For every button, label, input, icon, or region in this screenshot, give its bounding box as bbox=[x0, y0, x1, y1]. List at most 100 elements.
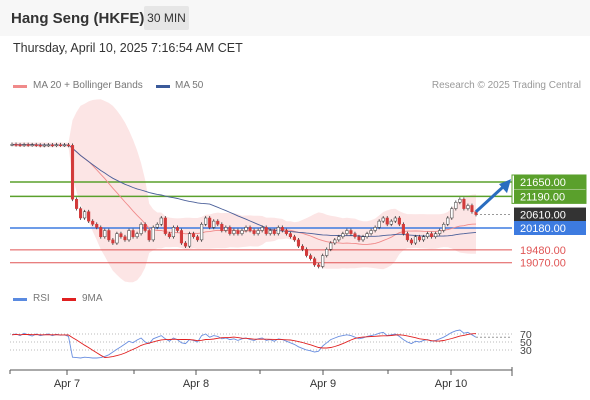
candle bbox=[345, 230, 349, 234]
candle bbox=[389, 220, 393, 225]
x-tick-label: Apr 10 bbox=[435, 378, 467, 390]
candle bbox=[224, 227, 228, 231]
candle bbox=[139, 223, 143, 234]
candle bbox=[434, 233, 438, 238]
candle bbox=[430, 233, 434, 238]
instrument-title: Hang Seng (HKFE) bbox=[11, 10, 145, 27]
level-label-bg bbox=[514, 221, 586, 235]
candle bbox=[123, 236, 127, 241]
candle bbox=[248, 227, 252, 231]
level-label-text: 20610.00 bbox=[520, 210, 566, 222]
candle bbox=[317, 264, 321, 267]
rsi-level-label-30: 30 bbox=[520, 345, 532, 357]
candle bbox=[75, 198, 79, 209]
level-label-bg bbox=[514, 207, 586, 222]
candle bbox=[200, 223, 204, 241]
ma9-swatch bbox=[62, 298, 76, 301]
candle bbox=[83, 211, 87, 219]
candle bbox=[417, 236, 422, 241]
candle bbox=[466, 205, 470, 209]
candle bbox=[87, 211, 91, 222]
candle bbox=[135, 233, 139, 238]
candle bbox=[18, 144, 22, 146]
candle bbox=[264, 227, 268, 234]
candle bbox=[337, 236, 341, 241]
level-label-20610: 20610.00 bbox=[514, 207, 586, 222]
candle bbox=[220, 223, 224, 231]
level-label-text: 20180.00 bbox=[520, 223, 566, 235]
level-label-bg bbox=[514, 189, 586, 204]
x-tick-label: Apr 8 bbox=[183, 378, 209, 390]
candle bbox=[212, 220, 216, 228]
timeframe-button[interactable]: 30 MIN bbox=[144, 6, 189, 30]
level-label-21650: 21650.00 bbox=[514, 174, 586, 189]
level-label-bg bbox=[514, 174, 586, 189]
candle bbox=[304, 249, 309, 256]
level-label-text: 21190.00 bbox=[520, 191, 565, 203]
datetime-label: Thursday, April 10, 2025 7:16:54 AM CET bbox=[13, 41, 243, 55]
candle bbox=[159, 217, 163, 225]
forecast-arrow-head bbox=[499, 179, 511, 194]
candle bbox=[179, 230, 184, 244]
candle bbox=[458, 198, 462, 203]
candle bbox=[442, 223, 446, 231]
candle bbox=[353, 233, 357, 238]
candle bbox=[381, 217, 385, 222]
candle bbox=[280, 227, 284, 231]
candle bbox=[256, 230, 260, 234]
rsi-swatch bbox=[13, 298, 27, 301]
ma20-legend: MA 20 + Bollinger Bands bbox=[33, 80, 143, 91]
candle bbox=[22, 144, 26, 146]
x-tick-label: Apr 9 bbox=[310, 378, 336, 390]
level-label-19070: 19070.00 bbox=[520, 258, 566, 270]
candle bbox=[397, 217, 401, 225]
candle bbox=[401, 223, 405, 234]
forecast-arrow bbox=[474, 184, 507, 213]
candle bbox=[26, 144, 30, 146]
candle bbox=[70, 145, 75, 200]
level-label-19480: 19480.00 bbox=[520, 245, 566, 257]
candle bbox=[365, 233, 369, 238]
candle bbox=[103, 230, 107, 238]
candle bbox=[405, 233, 409, 241]
candle bbox=[228, 227, 232, 234]
candle bbox=[147, 230, 151, 241]
candle bbox=[208, 217, 212, 228]
level-label-20180: 20180.00 bbox=[514, 221, 586, 235]
candle bbox=[462, 198, 466, 209]
candle bbox=[79, 208, 83, 219]
candle bbox=[426, 233, 430, 238]
ma50-legend: MA 50 bbox=[175, 80, 204, 91]
level-label-text: 21650.00 bbox=[520, 177, 566, 189]
candle bbox=[292, 236, 296, 241]
candle bbox=[313, 258, 317, 266]
candle bbox=[385, 217, 389, 225]
candle bbox=[288, 233, 292, 238]
candle bbox=[252, 230, 256, 234]
candle bbox=[321, 255, 325, 267]
candle bbox=[409, 239, 413, 244]
candle bbox=[446, 217, 450, 225]
candle bbox=[42, 144, 46, 147]
candle bbox=[131, 230, 135, 238]
candle bbox=[119, 233, 123, 238]
candle bbox=[369, 230, 373, 234]
candle bbox=[240, 230, 244, 234]
candle bbox=[99, 227, 103, 238]
candle bbox=[58, 144, 62, 146]
candle bbox=[66, 144, 71, 147]
level-label-21190: 21190.00 bbox=[514, 189, 586, 204]
candle bbox=[175, 227, 179, 231]
candle bbox=[296, 239, 301, 247]
candle bbox=[349, 230, 353, 234]
candle bbox=[361, 236, 365, 241]
ma20-swatch bbox=[13, 85, 27, 88]
header-bar: Hang Seng (HKFE) 30 MIN bbox=[0, 0, 590, 36]
candle bbox=[438, 230, 442, 234]
ma9-legend: 9MA bbox=[82, 293, 103, 304]
candle bbox=[393, 217, 397, 222]
candle bbox=[421, 236, 426, 241]
rsi-legend: RSI bbox=[33, 293, 50, 304]
candle bbox=[333, 239, 337, 244]
